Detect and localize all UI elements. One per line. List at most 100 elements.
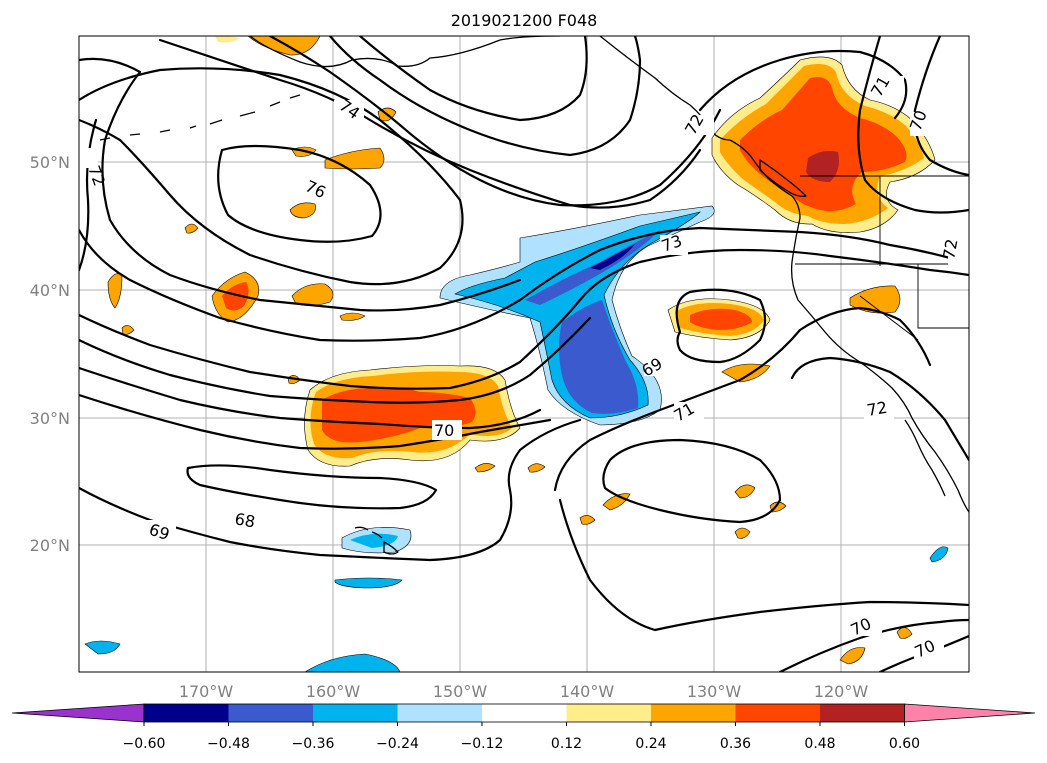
border-nv	[917, 264, 969, 329]
colorbar-segment-9	[820, 704, 905, 722]
colorbar-segment-2	[228, 704, 313, 722]
contour-label-68: 68	[233, 509, 256, 531]
contour-70-south	[778, 618, 969, 672]
contour-72-west	[79, 57, 522, 312]
neg-region-bottom	[304, 653, 401, 672]
colorbar-tick-label-8: 0.36	[720, 736, 751, 752]
contour-73	[79, 226, 952, 342]
lat-label-50n: 50°N	[30, 153, 70, 172]
neg-region-east	[929, 546, 949, 563]
positive-anomaly-shading	[107, 36, 936, 665]
neg-region-south	[334, 577, 403, 589]
lon-label-130w: 130°W	[687, 682, 742, 701]
lon-label-160w: 160°W	[306, 682, 361, 701]
contour-north-3	[268, 36, 722, 207]
lon-label-170w: 170°W	[179, 682, 234, 701]
contour-76	[217, 144, 382, 243]
contour-70	[79, 393, 552, 450]
contour-sw-band-1	[79, 248, 969, 390]
pos-region-south-2	[839, 647, 866, 665]
contour-sw-band-3	[79, 366, 542, 430]
contour-74	[158, 38, 702, 209]
map-panel: 72 74 76 73 72 71 70 69 71 72	[78, 35, 970, 673]
coastline-vancouver-island	[759, 159, 807, 198]
pos-region-pnw-deep	[806, 150, 839, 182]
height-contours	[79, 36, 969, 672]
longitude-labels: 170°W 160°W 150°W 140°W 130°W 120°W	[179, 682, 869, 701]
colorbar-tick-label-6: 0.12	[551, 736, 582, 752]
plot-title: 2019021200 F048	[451, 11, 598, 30]
contour-south-1	[558, 498, 969, 632]
pos-region-small-a	[289, 202, 316, 219]
colorbar-tick-label-10: 0.60	[889, 736, 920, 752]
coastlines	[99, 36, 969, 555]
contour-68	[186, 464, 438, 510]
colorbar-segment-6	[566, 704, 651, 722]
pos-region-east-pacific-strong	[690, 308, 752, 330]
lat-label-40n: 40°N	[30, 281, 70, 300]
contour-70-right	[602, 438, 782, 524]
pos-region-small-i	[184, 223, 199, 234]
contour-74-upper	[79, 67, 464, 286]
colorbar-segment-8	[735, 704, 820, 722]
border-ca-nv-diagonal	[859, 295, 919, 341]
colorbar-segment-5	[482, 704, 567, 722]
pos-region-south-3	[474, 463, 496, 473]
colorbar-ticks	[143, 722, 905, 726]
colorbar: −0.60 −0.48 −0.36 −0.24 −0.12 0.12 0.24 …	[11, 703, 1036, 752]
pos-region-west-3	[107, 273, 123, 309]
lon-label-120w: 120°W	[814, 682, 869, 701]
colorbar-tick-label-9: 0.48	[804, 736, 835, 752]
lon-label-140w: 140°W	[560, 682, 615, 701]
lat-label-30n: 30°N	[30, 409, 70, 428]
coastline-hawaii	[354, 526, 399, 555]
pos-region-small-c	[339, 312, 366, 321]
pos-region-small-g	[579, 515, 596, 525]
colorbar-segment-1	[144, 704, 229, 722]
coastline-alaska-panhandle	[599, 36, 731, 141]
contour-label-70: 70	[434, 421, 454, 440]
contour-label-72-right: 72	[865, 398, 888, 420]
contour-north-2	[358, 36, 588, 122]
coastline-west-coast	[790, 217, 969, 513]
colorbar-segment-7	[651, 704, 736, 722]
contour-72-right	[790, 356, 969, 462]
pos-region-california	[849, 285, 901, 314]
colorbar-tick-label-3: −0.36	[292, 736, 335, 752]
political-borders	[795, 175, 969, 341]
contour-72-ne	[698, 49, 908, 120]
colorbar-extend-high	[904, 703, 1036, 723]
contour-sw-band-2	[79, 316, 592, 404]
lat-label-20n: 20°N	[30, 536, 70, 555]
lon-label-150w: 150°W	[433, 682, 488, 701]
pos-region-south-4	[527, 463, 546, 473]
colorbar-extend-low	[11, 703, 145, 723]
neg-region-band-deep	[590, 244, 635, 270]
coastline-baja	[904, 419, 946, 497]
map-frame	[78, 35, 970, 673]
neg-region-far-west	[84, 640, 121, 655]
colorbar-tick-label-5: −0.12	[461, 736, 504, 752]
pos-region-west-1-strong	[222, 282, 249, 311]
contour-north-1	[328, 36, 642, 157]
colorbar-segment-3	[313, 704, 398, 722]
contour-label-72-east: 72	[939, 237, 961, 260]
contour-69-right	[675, 288, 767, 364]
pos-region-north-2	[215, 36, 240, 43]
coastline-bc	[729, 139, 801, 219]
colorbar-segment-4	[397, 704, 482, 722]
pos-region-small-e	[734, 527, 751, 539]
neg-region-hawaii-mid	[350, 533, 398, 548]
pos-region-small-d	[734, 484, 756, 499]
colorbar-tick-label-4: −0.24	[376, 736, 419, 752]
contour-72-far-west	[79, 118, 98, 272]
contour-71	[553, 306, 932, 492]
colorbar-tick-label-7: 0.24	[635, 736, 666, 752]
pos-region-pnw-strong	[740, 77, 907, 212]
latitude-labels: 50°N 40°N 30°N 20°N	[30, 153, 70, 555]
contour-71-ne	[857, 36, 969, 214]
colorbar-tick-label-2: −0.48	[207, 736, 250, 752]
colorbar-tick-label-1: −0.60	[123, 736, 166, 752]
colorbar-outline	[143, 703, 905, 723]
